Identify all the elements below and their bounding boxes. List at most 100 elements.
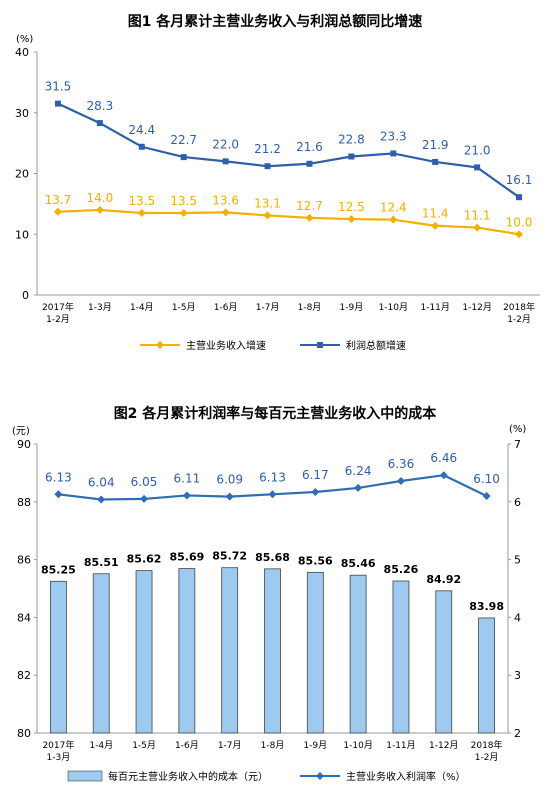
cost-bar: [478, 617, 495, 734]
data-point-profit: [348, 153, 355, 160]
data-point-profit: [474, 164, 481, 171]
y2-tick-label: 6: [514, 496, 521, 509]
data-label-revenue: 13.5: [170, 194, 197, 208]
chart1-legend: 主营业务收入增速 利润总额增速: [140, 339, 406, 352]
data-label-profit: 22.8: [338, 132, 365, 146]
chart2-bars: 85.25 85.51 85.62 85.69 85.72 85.68 85.56 85.46…: [41, 550, 504, 734]
cost-bar: [135, 570, 153, 734]
data-label-profit: 28.3: [87, 99, 114, 113]
x-tick-label: 1-11月: [386, 740, 415, 751]
x-tick-label: 2017年 1-2月: [42, 301, 74, 325]
data-label-revenue: 13.5: [128, 194, 155, 208]
x-tick-label: 1-4月: [130, 302, 154, 313]
cost-bar: [306, 571, 324, 734]
margin-label: 6.13: [259, 470, 286, 484]
margin-label: 6.05: [131, 475, 158, 489]
margin-point: [311, 487, 320, 496]
data-point-revenue: [263, 211, 272, 220]
x-tick-label: 1-9月: [303, 740, 327, 751]
x-tick-label: 1-6月: [175, 740, 199, 751]
data-point-profit: [432, 158, 439, 165]
data-label-revenue: 11.1: [464, 209, 491, 223]
legend-marker-margin: [316, 772, 324, 780]
cost-bar-label: 85.46: [341, 557, 376, 570]
y-tick-label: 10: [15, 228, 29, 241]
data-point-revenue: [473, 223, 482, 232]
chart2-left-unit: (元): [12, 426, 30, 437]
legend-label-cost: 每百元主营业务收入中的成本（元）: [108, 770, 268, 783]
y2-tick-label: 7: [514, 438, 521, 451]
data-label-profit: 31.5: [45, 80, 72, 94]
data-point-profit: [306, 160, 313, 167]
y2-tick-label: 2: [514, 727, 521, 740]
y-tick-label: 82: [17, 669, 31, 682]
cost-bar: [92, 573, 110, 734]
data-point-revenue: [53, 207, 62, 216]
data-label-profit: 21.6: [296, 140, 323, 154]
data-point-revenue: [431, 221, 440, 230]
data-point-revenue: [137, 208, 146, 217]
y2-tick-label: 4: [514, 611, 521, 624]
y-tick-label: 86: [17, 554, 31, 567]
y-tick-label: 0: [22, 289, 29, 302]
legend-label-profit: 利润总额增速: [346, 339, 406, 352]
data-point-profit: [54, 100, 61, 107]
x-tick-label: 1-12月: [429, 740, 458, 751]
data-point-revenue: [221, 208, 230, 217]
y-tick-label: 84: [17, 611, 31, 624]
margin-point: [225, 492, 234, 501]
x-tick-label: 1-11月: [420, 302, 449, 313]
chart2-y2-ticks: 2 3 4 5 6 7: [508, 438, 521, 740]
legend-label-margin: 主营业务收入利润率（%）: [346, 770, 466, 783]
data-point-revenue: [305, 213, 314, 222]
y2-tick-label: 5: [514, 554, 521, 567]
margin-label: 6.46: [430, 451, 457, 465]
data-point-revenue: [389, 215, 398, 224]
legend-marker-profit: [317, 342, 323, 348]
x-tick-label: 1-8月: [298, 302, 322, 313]
series-line: [57, 208, 520, 236]
y-tick-label: 90: [17, 438, 31, 451]
cost-bar-label: 85.62: [127, 553, 162, 566]
x-tick-label: 1-4月: [89, 740, 113, 751]
cost-bar-label: 85.26: [384, 563, 419, 576]
y-tick-label: 20: [15, 168, 29, 181]
chart1-unit: (%): [16, 34, 33, 45]
margin-point: [482, 492, 491, 501]
legend-swatch-cost: [67, 770, 103, 782]
margin-label: 6.09: [216, 473, 243, 487]
data-point-revenue: [95, 205, 104, 214]
chart2-y-ticks: 80 82 84 86 88 90: [17, 438, 37, 740]
data-label-revenue: 13.7: [45, 193, 72, 207]
data-label-profit: 24.4: [128, 123, 155, 137]
chart2-line: 6.13 6.04 6.05 6.11 6.09 6.13 6.17 6.24 6.36 6.46…: [45, 451, 500, 504]
cost-bar: [50, 580, 67, 734]
data-label-revenue: 12.4: [380, 201, 407, 215]
cost-bar: [264, 568, 281, 734]
data-label-revenue: 10.0: [506, 215, 533, 229]
data-point-profit: [516, 194, 523, 201]
data-point-profit: [138, 143, 145, 150]
cost-bar: [349, 574, 367, 734]
margin-point: [140, 494, 149, 503]
margin-point: [439, 471, 448, 480]
cost-bar: [435, 590, 453, 734]
chart1-y-ticks: 0 10 20 30 40: [15, 46, 37, 302]
data-label-revenue: 13.6: [212, 193, 239, 207]
cost-bar: [221, 567, 239, 734]
data-point-revenue: [515, 230, 524, 239]
x-tick-label: 1-8月: [261, 740, 285, 751]
x-tick-label: 1-7月: [218, 740, 242, 751]
data-label-profit: 22.7: [170, 133, 197, 147]
x-tick-label: 1-7月: [256, 302, 280, 313]
margin-label: 6.10: [473, 472, 500, 486]
data-label-revenue: 14.0: [87, 191, 114, 205]
data-label-revenue: 11.4: [422, 207, 449, 221]
x-tick-label: 1-10月: [343, 740, 372, 751]
chart1: 图1 各月累计主营业务收入与利润总额同比增速 (%) 0 10 20 30 40 201…: [15, 13, 540, 352]
x-tick-label: 1-6月: [214, 302, 238, 313]
y-tick-label: 80: [17, 727, 31, 740]
y2-tick-label: 3: [514, 669, 521, 682]
chart1-series: 13.7 14.0 13.5 13.5 13.6 13.1 12.7 12.5 12.4 11.4…: [45, 80, 533, 239]
